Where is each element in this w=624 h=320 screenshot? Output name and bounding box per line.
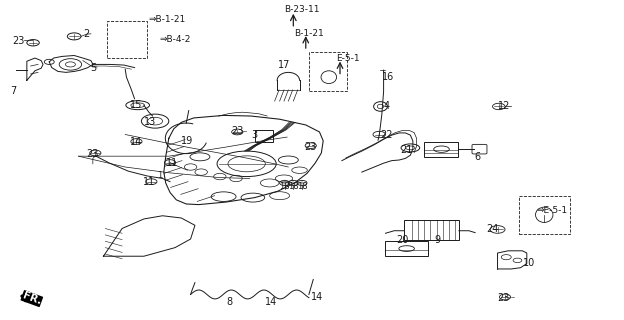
Text: 15: 15 — [130, 100, 143, 110]
Text: B-1-21: B-1-21 — [295, 29, 324, 38]
Text: 12: 12 — [497, 101, 510, 111]
Text: B-23-11: B-23-11 — [285, 5, 320, 14]
Text: 5: 5 — [90, 63, 96, 73]
Bar — [519, 196, 570, 234]
Bar — [424, 141, 458, 157]
Bar — [309, 52, 348, 91]
Text: 6: 6 — [474, 152, 480, 162]
Text: ⇒B-1-21: ⇒B-1-21 — [149, 15, 186, 24]
Text: 14: 14 — [130, 138, 142, 148]
Text: 21: 21 — [401, 146, 413, 156]
Text: 22: 22 — [381, 130, 393, 140]
Text: ⇒E-5-1: ⇒E-5-1 — [536, 206, 567, 215]
Text: 2: 2 — [84, 29, 90, 39]
Text: 23: 23 — [12, 36, 24, 45]
Text: 3: 3 — [251, 130, 258, 140]
Text: 18: 18 — [279, 182, 290, 191]
Text: 7: 7 — [10, 85, 16, 96]
Text: 8: 8 — [227, 297, 233, 307]
Text: 14: 14 — [311, 292, 323, 302]
Text: 11: 11 — [166, 158, 178, 168]
Text: 10: 10 — [522, 258, 535, 268]
Text: 16: 16 — [382, 72, 394, 82]
Bar — [386, 241, 428, 256]
Text: 20: 20 — [396, 235, 409, 245]
Text: 17: 17 — [278, 60, 290, 70]
Text: 18: 18 — [298, 182, 308, 191]
Text: FR.: FR. — [21, 291, 42, 307]
Text: 14: 14 — [265, 297, 278, 307]
Bar — [255, 130, 273, 142]
Text: 24: 24 — [486, 224, 499, 235]
Text: 23: 23 — [497, 293, 510, 303]
Text: 11: 11 — [143, 177, 155, 187]
Text: ⇒B-4-2: ⇒B-4-2 — [160, 35, 191, 44]
Bar — [107, 21, 147, 58]
Text: 4: 4 — [384, 101, 390, 111]
Text: 23: 23 — [305, 142, 317, 152]
Text: 13: 13 — [144, 117, 156, 127]
Text: 1: 1 — [157, 172, 162, 180]
Text: 19: 19 — [182, 136, 193, 146]
Text: 23: 23 — [87, 148, 99, 159]
Text: E-5-1: E-5-1 — [336, 53, 359, 62]
Text: 23: 23 — [231, 126, 243, 136]
Text: 9: 9 — [435, 235, 441, 245]
Bar — [404, 220, 459, 240]
Text: 18: 18 — [288, 182, 299, 191]
Text: FR.: FR. — [21, 291, 42, 307]
